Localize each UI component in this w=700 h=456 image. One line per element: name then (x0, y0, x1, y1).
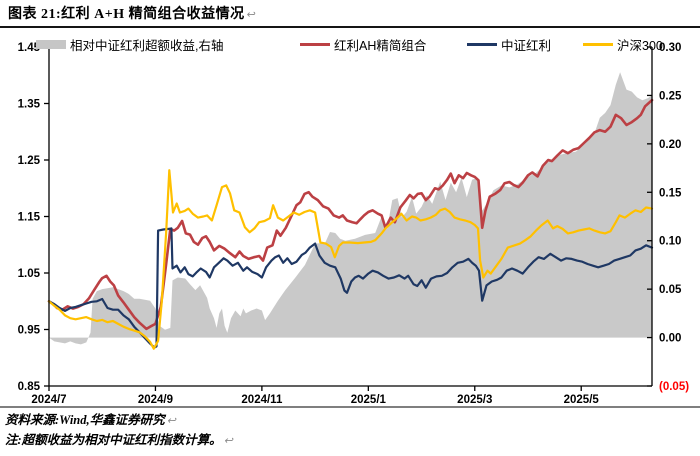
axis-tick-label: 2025/5 (564, 394, 600, 406)
series-line-1 (47, 227, 654, 349)
axis-tick-label: 0.85 (18, 381, 41, 393)
page-title: 图表 21:红利 A+H 精简组合收益情况 ↩ (8, 3, 696, 26)
axis-tick-label: 0.25 (659, 90, 682, 102)
legend-item-2: 中证红利 (467, 35, 551, 54)
chart-legend: 相对中证红利超额收益,右轴 红利AH精简组合 中证红利 沪深300 (0, 35, 700, 54)
legend-item-3: 沪深300 (583, 35, 663, 54)
legend-line-swatch (583, 43, 613, 46)
axis-tick-label: 1.25 (18, 155, 41, 167)
axis-tick-label: 1.15 (18, 212, 41, 224)
axis-tick-label: 1.05 (18, 268, 41, 280)
title-divider (0, 26, 700, 28)
axis-tick-label: 2024/9 (138, 394, 173, 406)
axis-tick-label: 2025/1 (351, 394, 387, 406)
legend-line-swatch (467, 43, 497, 46)
series-line-2 (47, 169, 654, 350)
axis-tick-label: 0.00 (659, 333, 681, 345)
paragraph-return-mark: ↩ (246, 9, 257, 21)
legend-item-1: 红利AH精简组合 (300, 35, 426, 54)
legend-line-swatch (300, 43, 330, 46)
axis-tick-label: (0.05) (659, 381, 689, 393)
series-line-0 (47, 98, 654, 331)
legend-area-swatch (36, 40, 66, 49)
axis-tick-label: 1.45 (18, 42, 41, 54)
axis-tick-label: 0.05 (659, 284, 682, 296)
axis-tick-label: 0.20 (659, 139, 681, 151)
axis-tick-label: 0.15 (659, 187, 682, 199)
excess-return-area (49, 72, 652, 345)
legend-label: 沪深300 (617, 39, 663, 53)
source-line: 资料来源:Wind,华鑫证券研究 ↩ (5, 413, 176, 427)
legend-label: 中证红利 (501, 39, 552, 53)
axis-tick-label: 2024/11 (241, 394, 283, 406)
paragraph-return-mark: ↩ (223, 435, 233, 447)
axis-tick-label: 2024/7 (31, 394, 66, 406)
figure-title-text: 图表 21:红利 A+H 精简组合收益情况 (8, 7, 245, 22)
legend-label: 红利AH精简组合 (334, 39, 427, 53)
axis-tick-label: 1.35 (18, 99, 41, 111)
legend-label: 相对中证红利超额收益,右轴 (70, 39, 224, 53)
paragraph-return-mark: ↩ (166, 415, 176, 427)
axis-tick-label: 0.10 (659, 236, 681, 248)
axis-tick-label: 2025/3 (457, 394, 492, 406)
chart-footer: 资料来源:Wind,华鑫证券研究 ↩ 注:超额收益为相对中证红利指数计算。 ↩ (5, 411, 695, 451)
note-line: 注:超额收益为相对中证红利指数计算。 ↩ (5, 433, 233, 447)
footer-divider (0, 406, 700, 408)
legend-item-0: 相对中证红利超额收益,右轴 (36, 35, 223, 54)
axis-tick-label: 0.30 (659, 42, 681, 54)
axis-tick-label: 0.95 (18, 325, 41, 337)
